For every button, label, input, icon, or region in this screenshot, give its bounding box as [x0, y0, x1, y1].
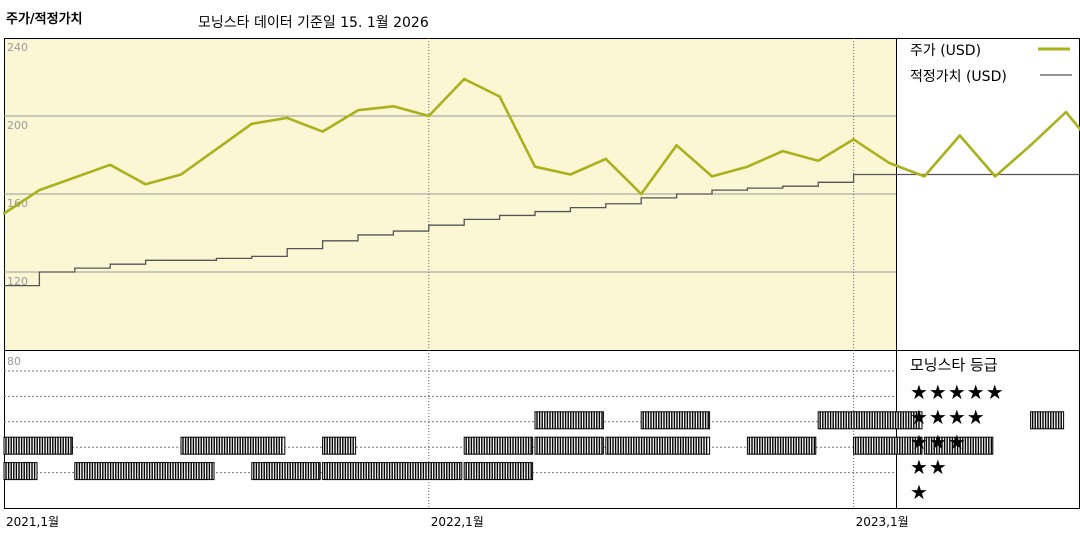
- rating-segment-2-star: [605, 436, 711, 455]
- price-point: [710, 175, 714, 178]
- rating-segment-1-star: [3, 462, 38, 481]
- rating-2-stars: ★★: [910, 455, 948, 479]
- price-point: [887, 161, 891, 164]
- price-point: [38, 188, 41, 192]
- rating-segment-2-star: [853, 436, 923, 455]
- price-point: [781, 149, 784, 153]
- legend-price-label: 주가 (USD): [910, 43, 982, 59]
- price-point: [923, 175, 926, 178]
- price-point: [1064, 110, 1068, 114]
- price-point: [321, 130, 324, 133]
- price-point: [392, 105, 395, 108]
- price-point: [286, 116, 289, 120]
- price-point: [746, 165, 749, 168]
- y-tick-label-200: 200: [7, 119, 28, 132]
- rating-segment-3-star: [640, 411, 711, 430]
- price-point: [427, 114, 430, 118]
- legend-fair-value-label: 적정가치 (USD): [910, 69, 1007, 85]
- rating-3-stars: ★★★: [910, 430, 967, 454]
- rating-segment-2-star: [3, 436, 73, 455]
- price-point: [179, 173, 183, 176]
- rating-segment-2-star: [463, 436, 534, 455]
- rating-segment-1-star: [74, 462, 215, 481]
- x-tick-label-0: 2021,1월: [6, 515, 59, 529]
- rating-segment-1-star: [251, 462, 321, 481]
- price-point: [569, 173, 572, 176]
- rating-legend-title: 모닝스타 등급: [910, 356, 998, 374]
- price-point: [994, 175, 997, 178]
- rating-segment-3-star: [1030, 411, 1065, 430]
- y-tick-label-120: 120: [7, 275, 28, 288]
- price-point: [640, 192, 643, 196]
- rating-segment-2-star: [322, 436, 357, 455]
- x-tick-label-1: 2022,1월: [431, 515, 484, 529]
- y-tick-label-240: 240: [7, 41, 28, 54]
- rating-segment-2-star: [923, 436, 994, 455]
- rating-segment-2-star: [534, 436, 604, 455]
- price-point: [2, 212, 6, 215]
- price-point: [250, 122, 253, 126]
- rating-segment-3-star: [817, 411, 923, 430]
- fair-value-line: [4, 173, 1080, 287]
- rating-segment-1-star: [322, 462, 463, 481]
- rating-4-stars: ★★★★: [910, 405, 986, 429]
- rating-segment-1-star: [463, 462, 534, 481]
- rating-5-stars: ★★★★★: [910, 380, 1005, 404]
- price-point: [109, 163, 112, 166]
- price-point: [215, 147, 218, 151]
- price-point: [1029, 144, 1032, 147]
- price-point: [958, 134, 961, 137]
- rating-axis-label: 80: [7, 355, 21, 368]
- chart-title: 주가/적정가치: [6, 12, 83, 27]
- price-point: [817, 159, 820, 163]
- rating-1-star: ★: [910, 480, 929, 504]
- rating-segment-3-star: [534, 411, 604, 430]
- price-point: [463, 77, 466, 81]
- price-point: [852, 138, 855, 141]
- data-date-caption: 모닝스타 데이터 기준일 15. 1월 2026: [198, 15, 429, 31]
- price-point: [498, 95, 501, 98]
- x-tick-label-2: 2023,1월: [856, 515, 909, 529]
- rating-segment-2-star: [746, 436, 817, 455]
- price-line: [3, 77, 1080, 215]
- rating-segment-2-star: [180, 436, 286, 455]
- price-point: [144, 183, 147, 186]
- price-point: [604, 157, 607, 161]
- price-point: [356, 108, 360, 112]
- price-point: [533, 165, 537, 168]
- price-point: [675, 144, 678, 147]
